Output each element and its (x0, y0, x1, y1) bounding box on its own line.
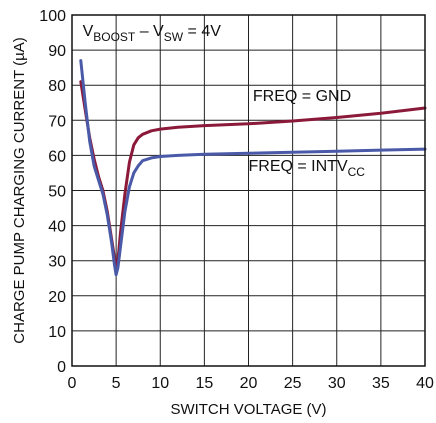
y-axis-label: CHARGE PUMP CHARGING CURRENT (µA) (11, 37, 28, 343)
tick-labels: 0 5 10 15 20 25 30 35 40 0 10 20 30 40 50 60 70 80 90 100 (39, 8, 434, 392)
y-tick-label: 80 (48, 78, 66, 95)
y-tick-label: 70 (48, 113, 66, 130)
series-line-freq-intvcc (79, 59, 427, 277)
y-tick-label: 20 (48, 289, 66, 306)
x-tick-label: 25 (284, 375, 302, 392)
y-tick-label: 50 (48, 184, 66, 201)
annotations: FREQ = GND FREQ = INTVCC VBOOST – VSW = 4V (83, 23, 366, 179)
series-lines (79, 59, 427, 277)
x-tick-label: 20 (240, 375, 258, 392)
x-tick-label: 10 (151, 375, 169, 392)
x-tick-label: 0 (68, 375, 77, 392)
grid-lines (72, 15, 425, 366)
y-tick-label: 0 (57, 359, 66, 376)
series-label-freq-intvcc: FREQ = INTVCC (249, 158, 366, 179)
x-tick-label: 35 (372, 375, 390, 392)
y-tick-label: 90 (48, 43, 66, 60)
y-tick-label: 30 (48, 254, 66, 271)
plot-frame (71, 14, 426, 367)
x-tick-label: 5 (112, 375, 121, 392)
y-tick-label: 10 (48, 324, 66, 341)
y-tick-label: 60 (48, 148, 66, 165)
x-tick-label: 40 (416, 375, 434, 392)
y-tick-label: 100 (39, 8, 66, 25)
series-label-freq-gnd: FREQ = GND (253, 88, 351, 105)
condition-annotation: VBOOST – VSW = 4V (83, 23, 222, 44)
x-axis-label: SWITCH VOLTAGE (V) (170, 401, 326, 418)
y-tick-label: 40 (48, 219, 66, 236)
x-tick-label: 30 (328, 375, 346, 392)
x-tick-label: 15 (195, 375, 213, 392)
